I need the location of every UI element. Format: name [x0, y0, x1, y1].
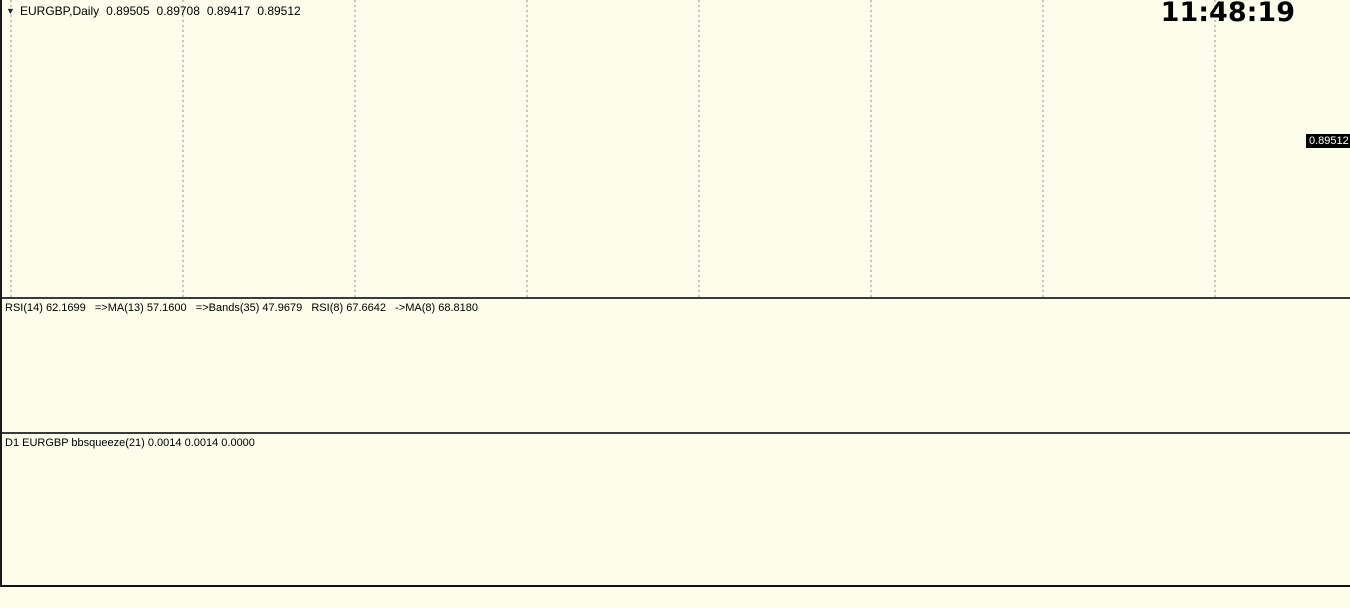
left-frame	[0, 0, 2, 586]
squeeze-panel[interactable]	[0, 434, 1350, 585]
squeeze-indicator-label: D1 EURGBP bbsqueeze(21) 0.0014 0.0014 0.…	[5, 437, 255, 449]
panel-separator[interactable]	[0, 432, 1350, 434]
bbsqueeze-chart	[0, 434, 1350, 585]
symbol-label: EURGBP,Daily	[20, 4, 100, 18]
current-price-tag: 0.89512	[1306, 134, 1350, 148]
time-axis[interactable]	[0, 587, 1350, 608]
panel-separator[interactable]	[0, 297, 1350, 299]
rsi-panel[interactable]	[0, 299, 1350, 432]
chart-title-bar: EURGBP,Daily 0.89505 0.89708 0.89417 0.89512	[20, 4, 308, 18]
market-clock: 11:48:19	[1160, 0, 1295, 28]
panel-separator	[0, 585, 1350, 587]
rsi-indicator-label: RSI(14) 62.1699 =>MA(13) 57.1600 =>Bands…	[5, 302, 478, 314]
candlestick-chart	[10, 0, 1216, 297]
rsi-chart	[0, 299, 1350, 432]
time-axis-ticks	[0, 587, 1350, 608]
symbol-marker-icon[interactable]: ▼	[6, 6, 15, 16]
main-chart-panel[interactable]	[0, 0, 1350, 297]
low-value: 0.89417	[206, 4, 251, 18]
open-value: 0.89505	[106, 4, 150, 18]
close-value: 0.89512	[257, 4, 301, 18]
high-value: 0.89708	[156, 4, 200, 18]
